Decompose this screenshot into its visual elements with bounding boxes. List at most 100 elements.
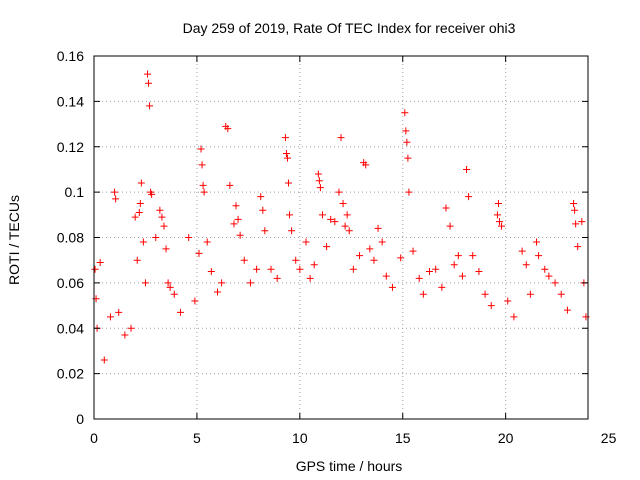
y-tick-label: 0.12 — [57, 139, 84, 155]
data-point — [112, 195, 120, 203]
data-point — [570, 199, 578, 207]
x-tick-labels: 0 5 10 15 20 25 — [90, 430, 616, 446]
y-tick-label: 0.08 — [57, 230, 84, 246]
data-point — [288, 227, 296, 235]
data-point — [463, 165, 471, 173]
data-point — [236, 231, 244, 239]
data-point — [199, 181, 207, 189]
data-point — [397, 254, 405, 262]
data-point — [442, 204, 450, 212]
data-point — [563, 306, 571, 314]
data-point — [207, 268, 215, 276]
data-point — [100, 356, 108, 364]
data-point — [341, 222, 349, 230]
data-point — [331, 218, 339, 226]
data-point — [409, 247, 417, 255]
data-point — [504, 297, 512, 305]
data-point — [267, 265, 275, 273]
data-point — [571, 206, 579, 214]
data-point — [141, 279, 149, 287]
data-point — [197, 145, 205, 153]
data-point — [302, 238, 310, 246]
data-points — [91, 70, 590, 364]
y-tick-label: 0.16 — [57, 48, 84, 64]
data-point — [292, 256, 300, 264]
data-point — [362, 161, 370, 169]
data-point — [403, 138, 411, 146]
data-point — [230, 220, 238, 228]
data-point — [232, 202, 240, 210]
y-tick-labels: 0 0.02 0.04 0.06 0.08 0.1 0.12 0.14 0.16 — [57, 48, 84, 427]
x-axis-label: GPS time / hours — [296, 458, 403, 474]
data-point — [458, 272, 466, 280]
y-tick-label: 0.02 — [57, 366, 84, 382]
data-point — [404, 154, 412, 162]
y-tick-label: 0.1 — [65, 184, 85, 200]
grid-lines — [94, 56, 588, 419]
data-point — [510, 313, 518, 321]
data-point — [388, 283, 396, 291]
data-point — [327, 215, 335, 223]
y-axis-label: ROTI / TECUs — [6, 195, 22, 285]
data-point — [296, 265, 304, 273]
data-point — [314, 170, 322, 178]
x-tick-label: 10 — [292, 430, 308, 446]
data-point — [253, 265, 261, 273]
data-point — [446, 222, 454, 230]
data-point — [160, 222, 168, 230]
y-tick-label: 0.06 — [57, 275, 84, 291]
data-point — [111, 188, 119, 196]
data-point — [281, 134, 289, 142]
data-point — [145, 79, 153, 87]
data-point — [339, 199, 347, 207]
data-point — [415, 274, 423, 282]
data-point — [115, 308, 123, 316]
data-point — [310, 261, 318, 269]
data-point — [148, 190, 156, 198]
data-point — [246, 279, 254, 287]
data-point — [218, 279, 226, 287]
data-point — [487, 302, 495, 310]
data-point — [152, 234, 160, 241]
data-point — [136, 199, 144, 207]
data-point — [541, 265, 549, 273]
data-point — [203, 238, 211, 246]
data-point — [185, 234, 193, 241]
data-point — [91, 265, 99, 273]
data-point — [139, 238, 147, 246]
data-point — [405, 188, 413, 196]
data-point — [432, 265, 440, 273]
data-point — [522, 261, 530, 269]
data-point — [481, 290, 489, 298]
data-point — [494, 199, 502, 207]
data-point — [402, 127, 410, 135]
x-tick-label: 5 — [193, 430, 201, 446]
y-tick-label: 0.04 — [57, 320, 84, 336]
data-point — [166, 283, 174, 291]
data-point — [343, 211, 351, 219]
data-point — [469, 252, 477, 260]
data-point — [156, 206, 164, 214]
data-point — [438, 283, 446, 291]
data-point — [127, 324, 135, 332]
y-tick-label: 0 — [76, 411, 84, 427]
data-point — [261, 227, 269, 235]
data-point — [401, 109, 409, 117]
data-point — [96, 258, 104, 266]
data-point — [551, 279, 559, 287]
data-point — [366, 245, 374, 253]
data-point — [191, 297, 199, 305]
data-point — [535, 252, 543, 260]
data-point — [106, 313, 114, 321]
data-point — [306, 274, 314, 282]
data-point — [356, 252, 364, 260]
data-point — [465, 193, 473, 201]
data-point — [121, 331, 129, 339]
data-point — [578, 218, 586, 226]
plot-frame — [93, 55, 589, 420]
data-point — [283, 154, 291, 162]
data-point — [323, 243, 331, 251]
data-point — [176, 308, 184, 316]
data-point — [214, 288, 221, 296]
data-point — [382, 272, 390, 280]
